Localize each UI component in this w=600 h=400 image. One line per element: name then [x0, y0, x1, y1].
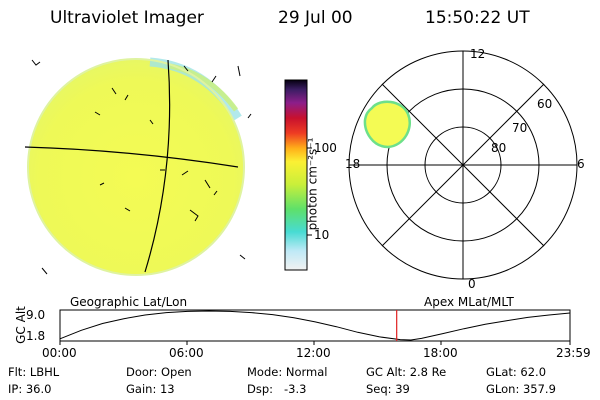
x-tick-label: 06:00	[169, 346, 204, 360]
mlt-label-0: 0	[468, 277, 476, 291]
observation-time: 15:50:22 UT	[425, 8, 530, 28]
apex-label: Apex MLat/MLT	[424, 295, 514, 309]
x-tick-label: 00:00	[42, 346, 77, 360]
uv-earth-disk	[24, 57, 252, 276]
gc-alt-line	[59, 310, 571, 341]
ip-info: IP: 36.0	[8, 382, 52, 396]
gc-alt-chart	[59, 309, 571, 345]
mode-info: Mode: Normal	[247, 365, 328, 379]
instrument-title: Ultraviolet Imager	[50, 8, 204, 28]
seq-info: Seq: 39	[366, 382, 410, 396]
y-tick-label: 9.0	[26, 308, 46, 322]
colorbar-tick-100: 100	[314, 141, 337, 155]
glon-info: GLon: 357.9	[486, 382, 556, 396]
gain-info: Gain: 13	[126, 382, 175, 396]
y-tick-label: 1.8	[26, 329, 46, 343]
mlat-label-80: 80	[491, 141, 507, 155]
mlt-label-6: 6	[577, 157, 585, 171]
observation-date: 29 Jul 00	[278, 8, 353, 28]
glat-info: GLat: 62.0	[486, 365, 547, 379]
mlt-label-12: 12	[470, 47, 486, 61]
x-tick-label: 12:00	[296, 346, 331, 360]
mlat-label-60: 60	[537, 97, 553, 111]
x-tick-label: 18:00	[423, 346, 458, 360]
dsp-info: Dsp: -3.3	[247, 382, 307, 396]
colorbar-tick-10: 10	[314, 228, 330, 242]
auroral-emission-region	[363, 100, 411, 149]
x-ticks	[59, 341, 571, 345]
filter-info: Flt: LBHL	[8, 365, 60, 379]
polar-mlt-plot	[348, 50, 578, 280]
color-bar	[284, 79, 312, 271]
gc-alt-info: GC Alt: 2.8 Re	[366, 365, 447, 379]
colorbar-unit-label: photon cm⁻²s⁻¹	[305, 137, 320, 231]
door-info: Door: Open	[126, 365, 192, 379]
mlt-label-18: 18	[345, 157, 361, 171]
geographic-label: Geographic Lat/Lon	[70, 295, 188, 309]
x-tick-label: 23:59	[556, 346, 591, 360]
mlat-label-70: 70	[512, 121, 528, 135]
